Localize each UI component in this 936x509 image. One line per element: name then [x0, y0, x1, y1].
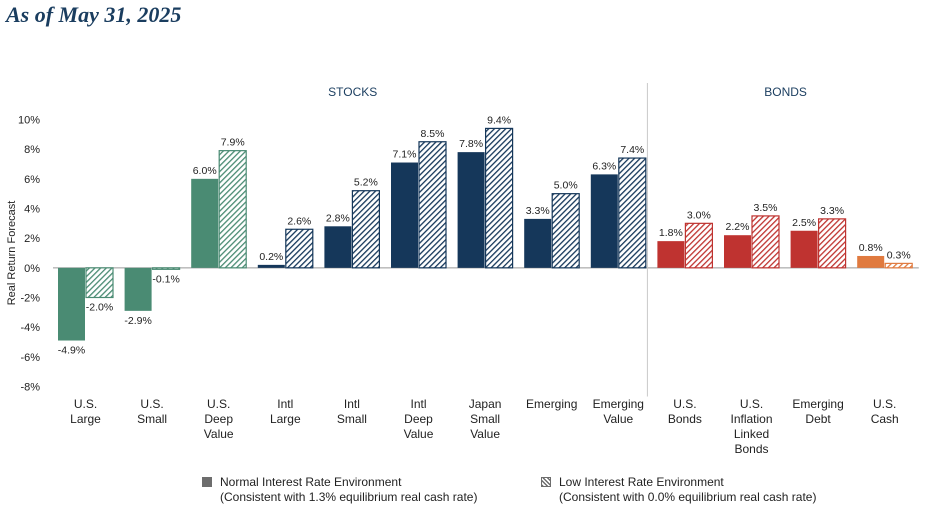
- data-label: 0.3%: [887, 249, 911, 261]
- category-label: Japan Small Value: [469, 397, 502, 441]
- bar-normal: [257, 264, 285, 268]
- bar-normal: [58, 267, 85, 341]
- bar-normal: [524, 218, 552, 268]
- data-label: 0.2%: [259, 251, 283, 263]
- legend-swatch-hatched: [541, 477, 551, 487]
- data-label: -4.9%: [58, 345, 85, 357]
- bar-low: [285, 228, 314, 269]
- data-label: 5.0%: [554, 180, 578, 192]
- bar-chart: Real Return Forecast -8% -6% -4% -2% 0% 2% 4% 6%…: [6, 83, 919, 456]
- category-label: U.S. Inflation Linked Bonds: [730, 397, 772, 456]
- data-label: 2.2%: [726, 221, 750, 233]
- bar-low: [751, 215, 780, 269]
- data-label: 7.9%: [221, 137, 245, 149]
- bar-normal: [191, 178, 219, 268]
- bar-normal: [324, 226, 352, 268]
- category-label: U.S. Deep Value: [204, 397, 234, 441]
- y-tick-label: -6%: [20, 352, 40, 364]
- group-header: STOCKS: [328, 85, 377, 99]
- data-label: 2.8%: [326, 212, 350, 224]
- y-tick-label: -8%: [20, 382, 40, 394]
- data-label: 3.0%: [687, 209, 711, 221]
- category-label: Emerging: [526, 397, 577, 411]
- data-label: 6.0%: [193, 165, 217, 177]
- category-label: U.S. Large: [70, 397, 101, 426]
- y-tick-label: 10%: [18, 115, 40, 127]
- bar-low: [152, 267, 181, 270]
- chart-subtitle: As of May 31, 2025: [6, 2, 182, 27]
- legend-item-low: Low Interest Rate Environment (Consisten…: [541, 475, 816, 505]
- legend-swatch-solid: [202, 477, 212, 487]
- legend-label-normal: Normal Interest Rate Environment: [220, 475, 402, 489]
- legend-sublabel-low: (Consistent with 0.0% equilibrium real c…: [559, 490, 817, 504]
- data-label: 7.4%: [620, 144, 644, 156]
- y-tick-label: -2%: [20, 293, 40, 305]
- category-label: U.S. Bonds: [668, 397, 702, 426]
- y-tick-label: 2%: [24, 233, 40, 245]
- bar-low: [218, 150, 247, 269]
- bar-low: [884, 262, 913, 269]
- bar-low: [85, 267, 114, 299]
- bar-normal: [790, 230, 818, 268]
- bar-low: [618, 157, 647, 269]
- category-label: U.S. Small: [137, 397, 167, 426]
- legend-label-low: Low Interest Rate Environment: [559, 475, 724, 489]
- data-label: 1.8%: [659, 227, 683, 239]
- data-label: 3.3%: [526, 205, 550, 217]
- data-label: -2.0%: [86, 302, 113, 314]
- legend-sublabel-normal: (Consistent with 1.3% equilibrium real c…: [220, 490, 478, 504]
- category-label: U.S. Cash: [871, 397, 899, 426]
- data-label: 5.2%: [354, 177, 378, 189]
- bar-low: [684, 222, 714, 269]
- data-label: 3.5%: [754, 202, 778, 214]
- y-tick-label: -4%: [20, 322, 40, 334]
- data-label: 7.1%: [393, 149, 417, 161]
- y-tick-label: 8%: [24, 144, 40, 156]
- bar-low: [551, 193, 580, 269]
- bar-normal: [657, 241, 685, 268]
- bar-normal: [857, 255, 885, 268]
- category-label: Emerging Value: [593, 397, 644, 426]
- group-header: BONDS: [764, 85, 807, 99]
- bar-low: [351, 190, 380, 269]
- data-label: -0.1%: [152, 273, 179, 285]
- legend-item-normal: Normal Interest Rate Environment (Consis…: [202, 475, 477, 505]
- category-label: Intl Deep Value: [404, 397, 434, 441]
- y-tick-label: 6%: [24, 174, 40, 186]
- bar-normal: [391, 162, 418, 268]
- bar-normal: [124, 267, 152, 311]
- data-label: 6.3%: [592, 160, 616, 172]
- bar-low: [817, 218, 847, 269]
- data-label: 9.4%: [487, 114, 511, 126]
- y-tick-label: 4%: [24, 204, 40, 216]
- data-label: -2.9%: [124, 315, 151, 327]
- bar-low: [485, 127, 514, 269]
- y-axis-label: Real Return Forecast: [6, 201, 18, 306]
- category-label: Emerging Debt: [792, 397, 843, 426]
- y-tick-label: 0%: [24, 263, 40, 275]
- data-label: 2.5%: [792, 217, 816, 229]
- category-label: Intl Large: [270, 397, 301, 426]
- data-label: 0.8%: [859, 242, 883, 254]
- data-label: 7.8%: [459, 138, 483, 150]
- data-label: 3.3%: [820, 205, 844, 217]
- bar-normal: [590, 174, 618, 268]
- bar-normal: [724, 235, 751, 268]
- bar-low: [418, 141, 447, 269]
- bar-normal: [457, 152, 485, 268]
- data-label: 8.5%: [421, 128, 445, 140]
- data-label: 2.6%: [287, 215, 311, 227]
- category-label: Intl Small: [337, 397, 367, 426]
